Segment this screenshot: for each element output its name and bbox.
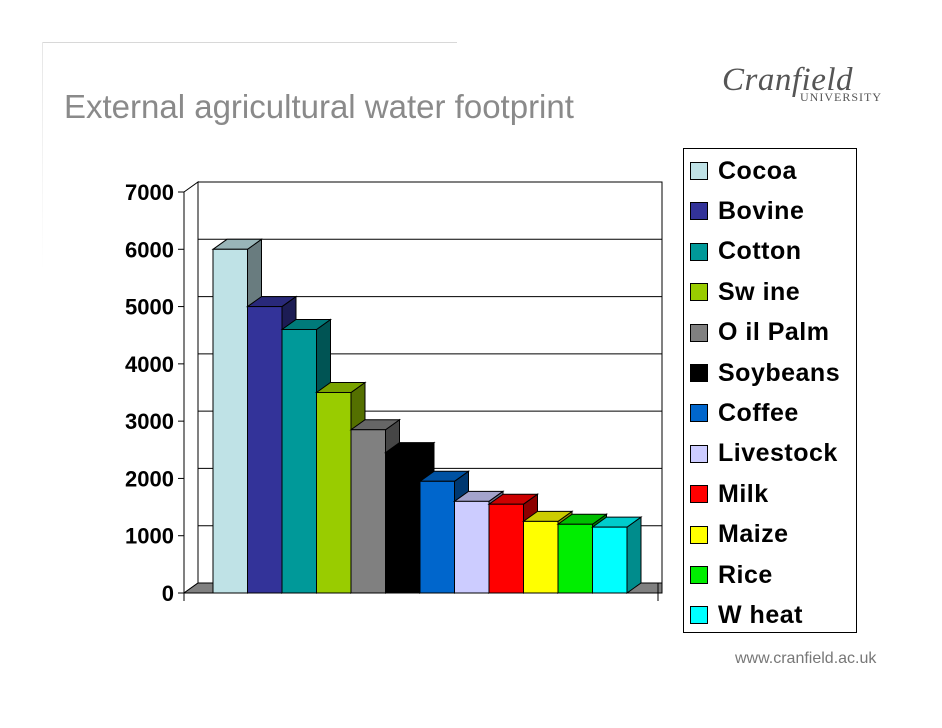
bar-front [454,500,490,594]
legend-item: O il Palm [690,313,829,353]
legend-item: Rice [690,555,773,595]
legend-item: Milk [690,474,769,514]
y-tick-label: 1000 [125,524,174,549]
legend-label: Cotton [718,237,802,266]
bar-wheat [590,516,643,594]
legend-label: Rice [718,560,773,589]
legend-item: Sw ine [690,272,800,312]
legend-swatch [690,525,708,544]
y-tick-label: 6000 [125,237,174,262]
plot-floor-edge [657,582,663,594]
bar-front [385,452,421,594]
legend-swatch [690,202,708,221]
bar-front [419,480,455,594]
legend-item: Bovine [690,191,804,231]
slide-top-rule [42,42,457,43]
y-axis-tick-labels: 0 1000 2000 3000 4000 5000 6000 7000 [125,180,174,606]
logo-subtext: UNIVERSITY [800,90,882,104]
bars [211,238,643,594]
legend-swatch [690,444,708,463]
cranfield-logo: Cranfield UNIVERSITY [722,62,882,112]
legend-item: Coffee [690,393,799,433]
bar-front [523,520,559,594]
bar-front [350,429,386,594]
legend-label: W heat [718,600,803,629]
legend-label: Cocoa [718,156,797,185]
legend-label: Maize [718,520,789,549]
bar-front [247,306,283,594]
bar-front [212,248,248,594]
legend-label: Coffee [718,398,799,427]
slide-title: External agricultural water footprint [64,88,574,125]
bar-front [592,526,628,594]
plot-side-wall [183,181,199,594]
legend-swatch [690,566,708,584]
bar-front [316,392,352,594]
legend-label: Bovine [718,196,805,225]
legend-item: Livestock [690,434,838,474]
legend-swatch [690,606,708,625]
bar-front [557,523,593,594]
bar-front [281,328,317,594]
legend-item: Maize [690,515,789,555]
legend-swatch [690,242,708,261]
y-tick-label: 3000 [125,409,174,434]
bar-side [626,516,642,594]
legend-swatch [690,323,708,342]
legend-swatch [690,364,708,382]
legend-swatch [690,404,708,423]
legend-item: Cotton [690,232,802,272]
legend-label: Soybeans [718,358,841,387]
slide-left-rule [42,42,43,270]
y-tick-label: 4000 [125,352,174,377]
y-tick-label: 2000 [125,466,174,491]
y-tick-label: 0 [162,581,174,606]
legend-item: Cocoa [690,151,797,191]
legend-label: Livestock [718,439,838,468]
legend-swatch [690,162,708,180]
chart-legend: Cocoa Bovine Cotton Sw ine O il Palm Soybeans… [683,148,857,633]
legend-swatch [690,485,708,504]
website-url: www.cranfield.ac.uk [735,650,877,667]
y-tick-label: 5000 [125,295,174,320]
y-tick-label: 7000 [125,180,174,205]
legend-swatch [690,283,708,302]
logo-wordmark: Cranfield [722,62,854,98]
legend-label: Sw ine [718,277,801,306]
legend-label: Milk [718,479,769,508]
bar-front [488,503,524,594]
legend-label: O il Palm [718,318,830,347]
legend-item: W heat [690,595,803,635]
legend-item: Soybeans [690,353,840,393]
